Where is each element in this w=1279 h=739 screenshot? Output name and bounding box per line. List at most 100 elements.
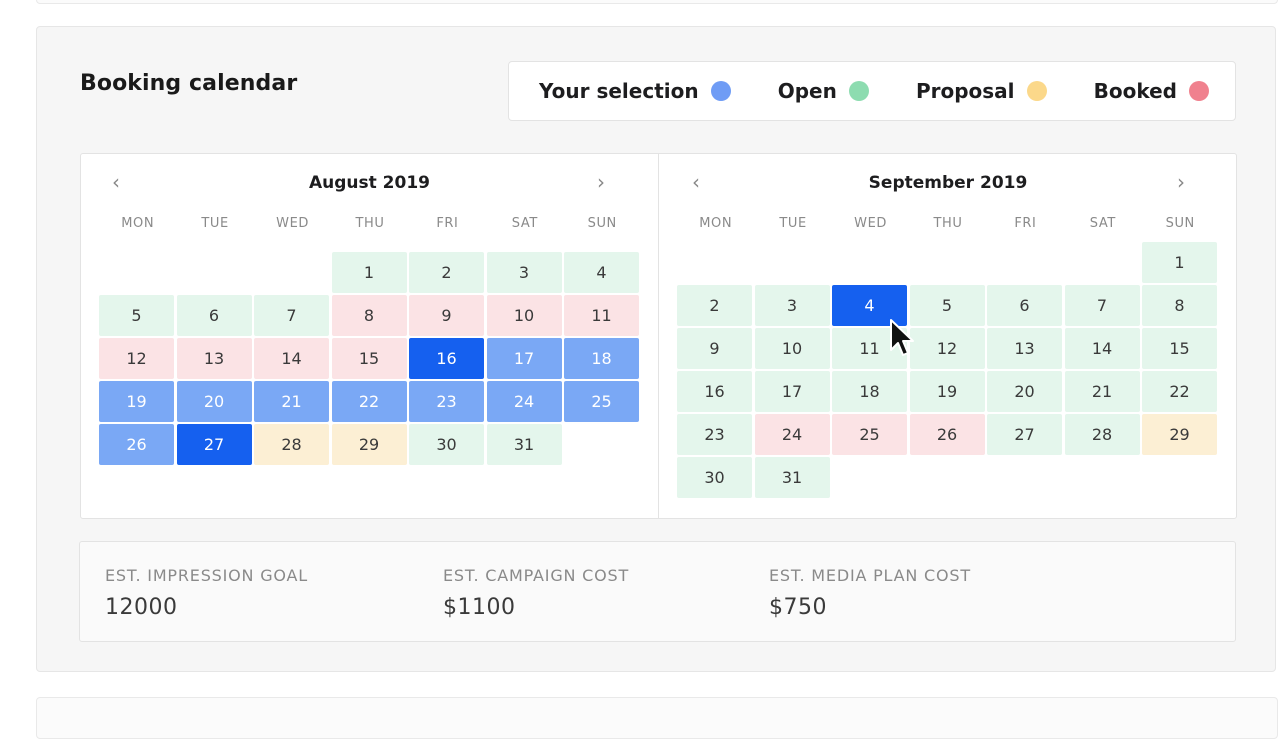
day-cell-booked[interactable]: 11 bbox=[564, 295, 639, 336]
day-cell-booked[interactable]: 14 bbox=[254, 338, 329, 379]
day-cell-open[interactable]: 19 bbox=[909, 371, 985, 412]
legend-item-proposal: Proposal bbox=[916, 79, 1047, 103]
day-cell-booked[interactable]: 25 bbox=[832, 414, 907, 455]
day-cell-range[interactable]: 24 bbox=[486, 381, 562, 422]
weekday-label: THU bbox=[355, 216, 385, 231]
weekday-label: MON bbox=[699, 216, 733, 231]
day-cell-booked[interactable]: 10 bbox=[486, 295, 562, 336]
stat-media-plan-cost: EST. MEDIA PLAN COST $750 bbox=[769, 566, 971, 620]
weekday-row: MON TUE WED THU FRI SAT SUN bbox=[677, 216, 1219, 231]
day-cell-open[interactable]: 28 bbox=[1064, 414, 1140, 455]
weekday-row: MON TUE WED THU FRI SAT SUN bbox=[99, 216, 641, 231]
day-cell-range[interactable]: 19 bbox=[99, 381, 174, 422]
weekday-label: WED bbox=[276, 216, 309, 231]
day-cell-open[interactable]: 2 bbox=[677, 285, 752, 326]
day-cell-proposal[interactable]: 28 bbox=[254, 424, 329, 465]
calendar-september: ‹ September 2019 › MON TUE WED THU FRI S… bbox=[658, 154, 1237, 518]
day-cell-open[interactable]: 3 bbox=[486, 252, 562, 293]
day-cell-open[interactable]: 10 bbox=[754, 328, 830, 369]
status-legend: Your selection Open Proposal Booked bbox=[508, 61, 1236, 121]
day-cell-open[interactable]: 16 bbox=[677, 371, 752, 412]
day-cell-open[interactable]: 3 bbox=[754, 285, 830, 326]
circle-dot-icon bbox=[1189, 81, 1209, 101]
stat-label: EST. CAMPAIGN COST bbox=[443, 566, 630, 585]
chevron-left-icon[interactable]: ‹ bbox=[112, 170, 120, 194]
calendar-header: ‹ September 2019 › bbox=[659, 168, 1237, 198]
chevron-left-icon[interactable]: ‹ bbox=[692, 170, 700, 194]
day-cell-open[interactable]: 8 bbox=[1142, 285, 1217, 326]
day-cell-proposal[interactable]: 29 bbox=[331, 424, 407, 465]
weekday-label: SAT bbox=[1089, 216, 1116, 231]
day-cell-booked[interactable]: 24 bbox=[754, 414, 830, 455]
day-cell-open[interactable]: 21 bbox=[1064, 371, 1140, 412]
weekday-label: FRI bbox=[436, 216, 459, 231]
day-cell-open[interactable]: 18 bbox=[832, 371, 907, 412]
day-cell-open[interactable]: 12 bbox=[909, 328, 985, 369]
day-cell-range[interactable]: 23 bbox=[409, 381, 484, 422]
day-cell-open[interactable]: 7 bbox=[254, 295, 329, 336]
day-cell-selected[interactable]: 16 bbox=[409, 338, 484, 379]
day-cell-open[interactable]: 27 bbox=[987, 414, 1062, 455]
day-cell-open[interactable]: 15 bbox=[1142, 328, 1217, 369]
weekday-label: TUE bbox=[201, 216, 229, 231]
day-cell-open[interactable]: 4 bbox=[564, 252, 639, 293]
day-cell-proposal[interactable]: 29 bbox=[1142, 414, 1217, 455]
circle-dot-icon bbox=[710, 81, 731, 101]
day-cell-open[interactable]: 2 bbox=[409, 252, 484, 293]
day-cell-range[interactable]: 18 bbox=[564, 338, 639, 379]
day-cell-open[interactable]: 1 bbox=[331, 252, 407, 293]
stat-label: EST. MEDIA PLAN COST bbox=[769, 566, 971, 585]
day-cell-open[interactable]: 31 bbox=[486, 424, 562, 465]
day-cell-booked[interactable]: 15 bbox=[331, 338, 407, 379]
calendar-august: ‹ August 2019 › MON TUE WED THU FRI SAT … bbox=[81, 154, 658, 518]
day-cell-open[interactable]: 1 bbox=[1142, 242, 1217, 283]
day-cell-selected[interactable]: 4 bbox=[832, 285, 907, 326]
day-cell-selected[interactable]: 27 bbox=[176, 424, 252, 465]
day-cell-open[interactable]: 14 bbox=[1064, 328, 1140, 369]
day-cell-open[interactable]: 30 bbox=[409, 424, 484, 465]
day-cell-range[interactable]: 25 bbox=[564, 381, 639, 422]
stat-value: $750 bbox=[769, 595, 827, 620]
day-cell-booked[interactable]: 12 bbox=[99, 338, 174, 379]
booking-calendar-panel: Booking calendar Your selection Open Pro… bbox=[36, 26, 1276, 672]
weekday-label: FRI bbox=[1014, 216, 1037, 231]
legend-item-your-selection: Your selection bbox=[539, 79, 731, 103]
stat-campaign-cost: EST. CAMPAIGN COST $1100 bbox=[443, 566, 629, 620]
next-section-edge bbox=[36, 697, 1278, 739]
day-cell-open[interactable]: 9 bbox=[677, 328, 752, 369]
day-cell-booked[interactable]: 13 bbox=[176, 338, 252, 379]
day-cell-open[interactable]: 20 bbox=[987, 371, 1062, 412]
previous-section-edge bbox=[36, 0, 1278, 4]
legend-label: Booked bbox=[1093, 79, 1177, 103]
estimates-bar: EST. IMPRESSION GOAL 12000 EST. CAMPAIGN… bbox=[79, 541, 1236, 642]
day-cell-booked[interactable]: 26 bbox=[909, 414, 985, 455]
day-cell-range[interactable]: 22 bbox=[331, 381, 407, 422]
day-cell-range[interactable]: 26 bbox=[99, 424, 174, 465]
day-cell-range[interactable]: 20 bbox=[176, 381, 252, 422]
legend-item-open: Open bbox=[778, 79, 869, 103]
day-cell-booked[interactable]: 8 bbox=[331, 295, 407, 336]
month-title: August 2019 bbox=[308, 173, 430, 193]
day-cell-booked[interactable]: 9 bbox=[409, 295, 484, 336]
weekday-label: WED bbox=[854, 216, 887, 231]
day-cell-open[interactable]: 6 bbox=[176, 295, 252, 336]
day-cell-range[interactable]: 17 bbox=[486, 338, 562, 379]
day-cell-open[interactable]: 22 bbox=[1142, 371, 1217, 412]
day-cell-open[interactable]: 23 bbox=[677, 414, 752, 455]
month-title: September 2019 bbox=[868, 173, 1028, 193]
day-cell-open[interactable]: 5 bbox=[99, 295, 174, 336]
day-cell-open[interactable]: 31 bbox=[754, 457, 830, 498]
day-cell-open[interactable]: 13 bbox=[987, 328, 1062, 369]
day-cell-open[interactable]: 30 bbox=[677, 457, 752, 498]
weekday-label: MON bbox=[121, 216, 155, 231]
day-cell-open[interactable]: 7 bbox=[1064, 285, 1140, 326]
chevron-right-icon[interactable]: › bbox=[1177, 170, 1185, 194]
stat-value: $1100 bbox=[443, 595, 516, 620]
day-cell-open[interactable]: 6 bbox=[987, 285, 1062, 326]
day-cell-range[interactable]: 21 bbox=[254, 381, 329, 422]
day-cell-open[interactable]: 17 bbox=[754, 371, 830, 412]
chevron-right-icon[interactable]: › bbox=[597, 170, 605, 194]
calendar-header: ‹ August 2019 › bbox=[81, 168, 658, 198]
panel-title: Booking calendar bbox=[80, 71, 298, 96]
day-cell-open[interactable]: 5 bbox=[909, 285, 985, 326]
